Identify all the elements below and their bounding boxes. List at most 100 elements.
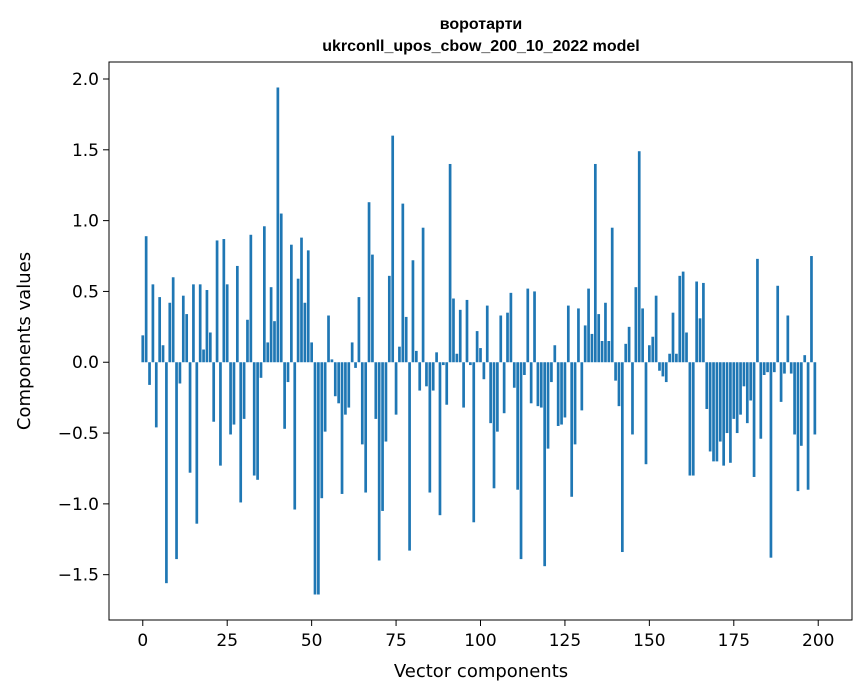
bar xyxy=(627,326,631,363)
bar xyxy=(516,362,519,490)
bar xyxy=(593,163,597,363)
bar xyxy=(208,332,212,363)
bar xyxy=(533,291,536,363)
bar xyxy=(577,308,580,363)
bar xyxy=(269,287,273,363)
bar xyxy=(654,295,658,363)
bar xyxy=(776,285,780,363)
bar xyxy=(259,362,263,378)
bar xyxy=(175,362,178,560)
bars-group xyxy=(141,87,817,595)
bar xyxy=(509,292,513,363)
bar xyxy=(506,312,509,363)
bar xyxy=(590,333,594,363)
x-tick-label: 125 xyxy=(549,631,581,651)
bar xyxy=(705,362,709,409)
bar xyxy=(810,256,813,363)
bar xyxy=(387,275,391,363)
x-tick-label: 150 xyxy=(633,631,665,651)
bar xyxy=(715,362,719,462)
bar xyxy=(161,345,165,363)
bar xyxy=(661,362,665,377)
bar xyxy=(438,362,442,516)
bar xyxy=(718,362,722,442)
bar xyxy=(394,362,398,415)
bar xyxy=(512,362,516,388)
y-tick-label: 1.5 xyxy=(72,141,99,161)
bar xyxy=(357,297,361,363)
bar xyxy=(306,250,310,363)
bar xyxy=(617,362,621,407)
bar xyxy=(725,362,729,434)
bar xyxy=(492,362,496,489)
bar xyxy=(198,284,202,363)
bar xyxy=(644,362,648,465)
bar xyxy=(408,362,411,551)
bar xyxy=(445,362,449,405)
bar xyxy=(803,355,807,363)
bar xyxy=(671,312,675,363)
bar xyxy=(685,332,688,363)
bar xyxy=(496,362,499,432)
bar xyxy=(570,362,574,497)
bar xyxy=(323,362,327,432)
bar xyxy=(354,362,357,368)
bar xyxy=(769,362,773,558)
bar xyxy=(411,260,415,363)
bar xyxy=(799,362,803,446)
bar xyxy=(185,314,189,363)
bar xyxy=(708,362,712,452)
bar xyxy=(600,341,604,363)
bar xyxy=(303,302,307,363)
bar xyxy=(222,239,226,363)
bar xyxy=(722,362,726,466)
bar xyxy=(796,362,800,492)
bar xyxy=(279,213,283,363)
bar xyxy=(735,362,739,434)
bar xyxy=(546,362,550,449)
bar xyxy=(425,362,428,387)
bar xyxy=(246,319,249,363)
bar xyxy=(367,202,371,363)
y-tick-label: −0.5 xyxy=(58,424,99,444)
y-axis-ticks: −1.5 −1.0 −0.5 0.0 0.5 1.0 1.5 2.0 xyxy=(58,70,109,586)
bar xyxy=(485,305,489,363)
bar xyxy=(141,335,145,363)
bar xyxy=(195,362,199,524)
bar xyxy=(759,362,763,439)
bar xyxy=(276,87,280,363)
y-axis-label: Components values xyxy=(14,252,35,430)
bar xyxy=(556,362,560,426)
bar xyxy=(573,362,577,445)
bar xyxy=(333,362,337,397)
bar xyxy=(158,297,162,363)
bar xyxy=(789,362,793,374)
bar xyxy=(634,287,638,363)
x-tick-label: 175 xyxy=(718,631,750,651)
bar xyxy=(154,362,158,428)
y-tick-label: −1.0 xyxy=(58,495,99,515)
bar xyxy=(739,362,742,415)
bar xyxy=(347,362,351,408)
bar xyxy=(317,362,320,595)
bar xyxy=(296,278,300,363)
bar xyxy=(580,362,584,411)
bar xyxy=(171,277,175,363)
bar xyxy=(681,271,685,363)
bar xyxy=(651,336,655,363)
bar xyxy=(813,362,817,435)
bar xyxy=(702,282,705,363)
bar xyxy=(462,362,465,408)
bar xyxy=(384,362,388,442)
bar xyxy=(212,362,216,422)
bar xyxy=(637,151,641,363)
x-tick-label: 25 xyxy=(216,631,238,651)
bar xyxy=(293,362,297,510)
bar xyxy=(165,362,168,584)
bar xyxy=(550,362,553,383)
bar xyxy=(631,362,634,435)
bar xyxy=(749,362,753,401)
bar xyxy=(290,244,293,363)
bar xyxy=(712,362,715,462)
